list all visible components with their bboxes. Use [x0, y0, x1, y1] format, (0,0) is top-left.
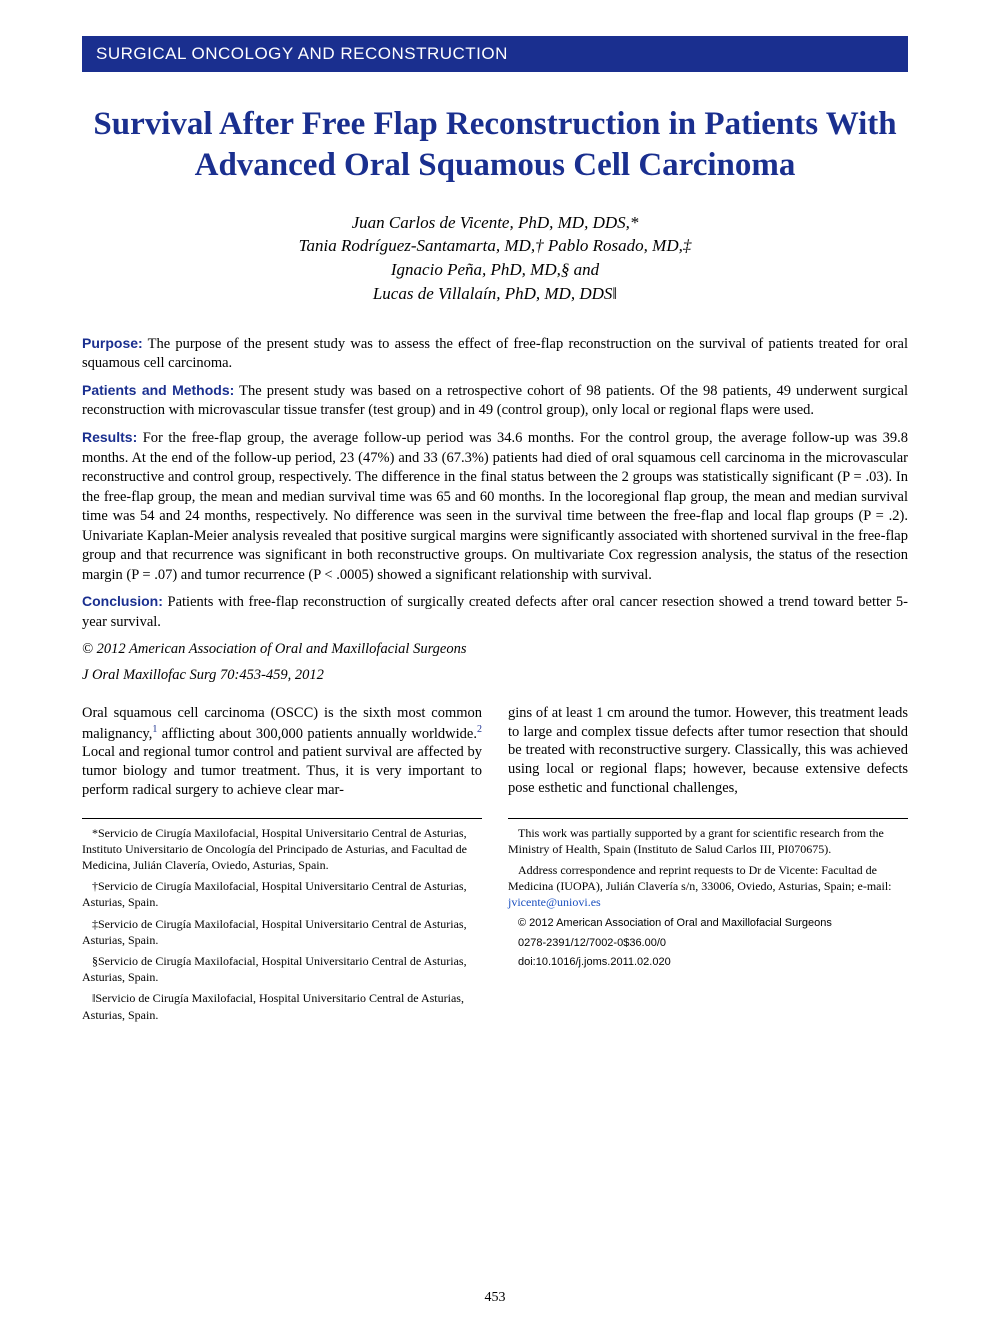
correspondence-text: Address correspondence and reprint reque…	[508, 863, 892, 893]
affiliation-item: *Servicio de Cirugía Maxilofacial, Hospi…	[82, 825, 482, 874]
abstract-conclusion: Conclusion: Patients with free-flap reco…	[82, 592, 908, 632]
affiliations-left: *Servicio de Cirugía Maxilofacial, Hospi…	[82, 810, 482, 1028]
footer-rule	[82, 818, 482, 819]
affiliation-item: ‡Servicio de Cirugía Maxilofacial, Hospi…	[82, 916, 482, 948]
results-text: For the free-flap group, the average fol…	[82, 430, 908, 583]
abstract-block: Purpose: The purpose of the present stud…	[82, 334, 908, 686]
body-column-right: gins of at least 1 cm around the tumor. …	[508, 704, 908, 800]
abstract-patients: Patients and Methods: The present study …	[82, 381, 908, 421]
author-line: Juan Carlos de Vicente, PhD, MD, DDS,*	[82, 211, 908, 235]
body-column-left: Oral squamous cell carcinoma (OSCC) is t…	[82, 704, 482, 800]
affiliation-item: ‖Servicio de Cirugía Maxilofacial, Hospi…	[82, 990, 482, 1022]
page-number: 453	[0, 1290, 990, 1306]
journal-reference: J Oral Maxillofac Surg 70:453-459, 2012	[82, 666, 908, 686]
copyright-line: © 2012 American Association of Oral and …	[82, 640, 908, 660]
author-line: Tania Rodríguez-Santamarta, MD,† Pablo R…	[82, 234, 908, 258]
author-block: Juan Carlos de Vicente, PhD, MD, DDS,* T…	[82, 211, 908, 306]
citation-ref[interactable]: 2	[477, 724, 482, 735]
abstract-results: Results: For the free-flap group, the av…	[82, 428, 908, 586]
funding-statement: This work was partially supported by a g…	[508, 825, 908, 857]
doi-line: doi:10.1016/j.joms.2011.02.020	[508, 955, 908, 970]
conclusion-text: Patients with free-flap reconstruction o…	[82, 594, 908, 630]
abstract-purpose: Purpose: The purpose of the present stud…	[82, 334, 908, 374]
correspondence: Address correspondence and reprint reque…	[508, 862, 908, 911]
patients-label: Patients and Methods:	[82, 382, 234, 398]
results-label: Results:	[82, 429, 137, 445]
author-line: Ignacio Peña, PhD, MD,§ and	[82, 258, 908, 282]
body-text-fragment: Local and regional tumor control and pat…	[82, 744, 482, 798]
article-title: Survival After Free Flap Reconstruction …	[82, 104, 908, 187]
conclusion-label: Conclusion:	[82, 593, 163, 609]
affiliations-right: This work was partially supported by a g…	[508, 810, 908, 1028]
purpose-text: The purpose of the present study was to …	[82, 336, 908, 372]
author-line: Lucas de Villalaín, PhD, MD, DDS‖	[82, 282, 908, 306]
issn-line: 0278-2391/12/7002-0$36.00/0	[508, 936, 908, 951]
purpose-label: Purpose:	[82, 335, 143, 351]
affiliations-block: *Servicio de Cirugía Maxilofacial, Hospi…	[82, 810, 908, 1028]
publisher-copyright: © 2012 American Association of Oral and …	[508, 916, 908, 931]
affiliation-item: §Servicio de Cirugía Maxilofacial, Hospi…	[82, 953, 482, 985]
section-banner: SURGICAL ONCOLOGY AND RECONSTRUCTION	[82, 36, 908, 72]
body-text-fragment: afflicting about 300,000 patients annual…	[157, 725, 477, 741]
correspondence-email[interactable]: jvicente@uniovi.es	[508, 895, 601, 909]
footer-rule	[508, 818, 908, 819]
body-text: Oral squamous cell carcinoma (OSCC) is t…	[82, 704, 908, 800]
affiliation-item: †Servicio de Cirugía Maxilofacial, Hospi…	[82, 878, 482, 910]
